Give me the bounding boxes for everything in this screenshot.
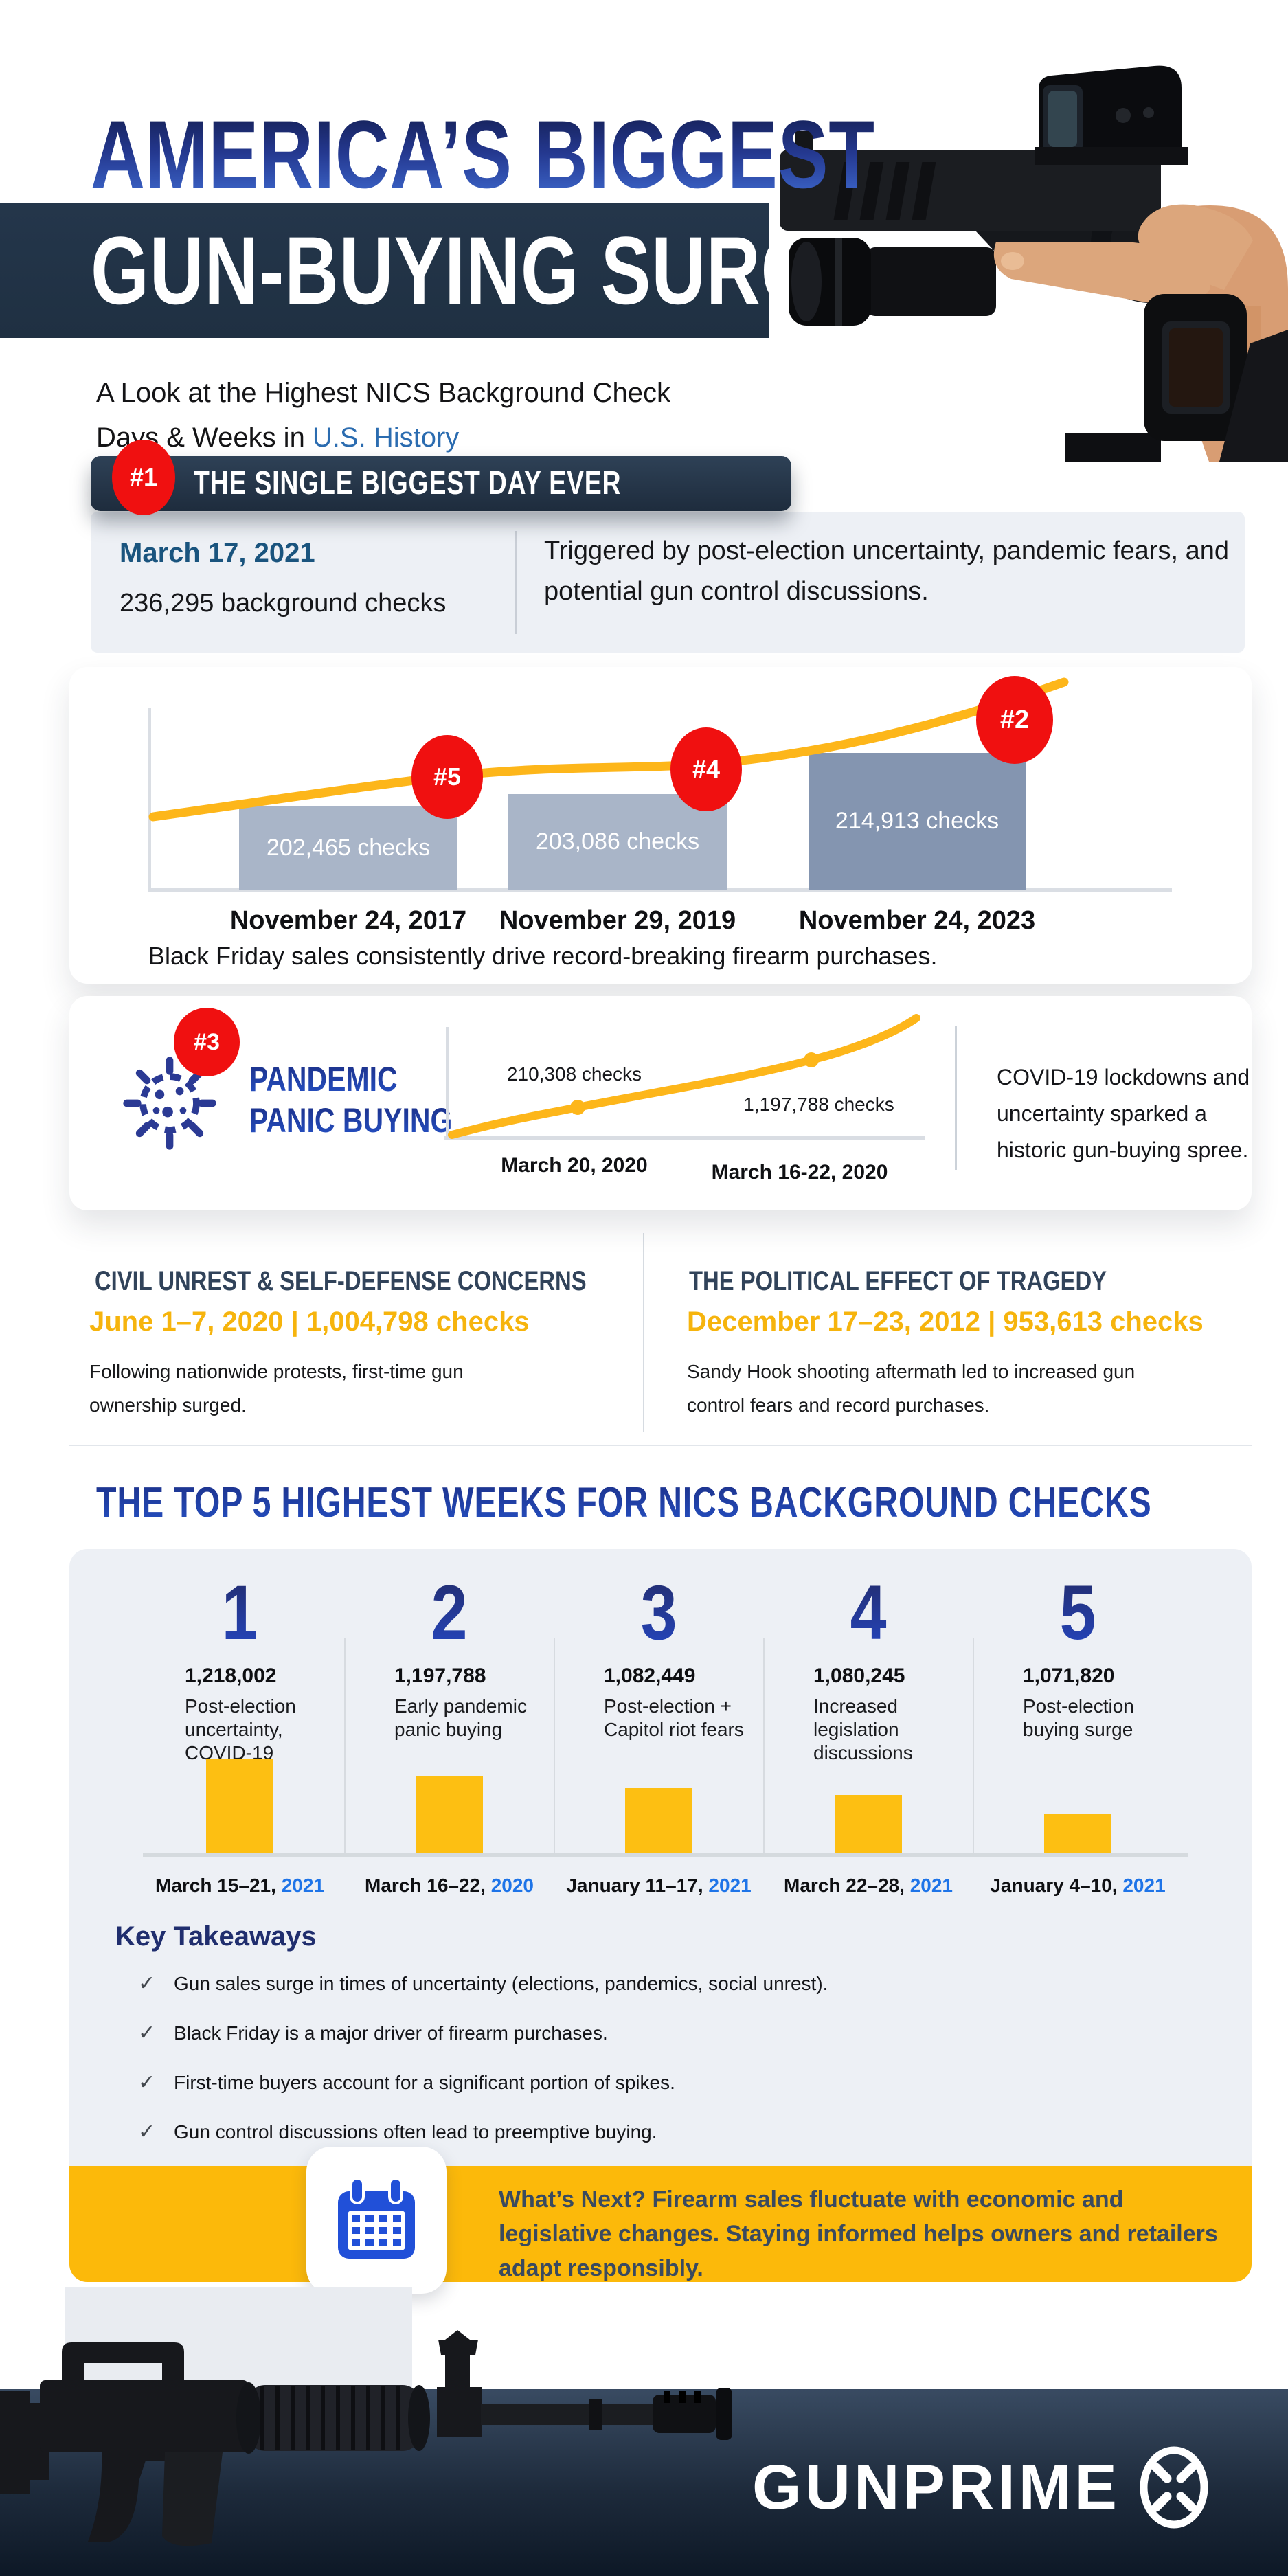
- top5-rank-2: 2: [431, 1570, 468, 1656]
- top5-bar-3: [625, 1788, 692, 1855]
- top5-baseline: [143, 1853, 1188, 1857]
- bf-date-2023: November 24, 2023: [798, 906, 1036, 935]
- top5-label-1: Post-election uncertainty, COVID-19: [185, 1695, 296, 1763]
- pandemic-title-line2: PANIC BUYING: [249, 1101, 453, 1140]
- top5-bar-2: [416, 1776, 483, 1855]
- pandemic-divider: [955, 1026, 957, 1170]
- pandemic-point1-value: 210,308 checks: [506, 1063, 642, 1085]
- section1-card: March 17, 2021 236,295 background checks…: [91, 512, 1245, 653]
- top5-rank-1: 1: [221, 1570, 258, 1656]
- bf-y-axis: [148, 708, 151, 890]
- page-subtitle: A Look at the Highest NICS Background Ch…: [96, 371, 670, 460]
- check-icon: ✓: [138, 2121, 156, 2143]
- takeaway-item-3: ✓ First-time buyers account for a signifi…: [138, 2071, 675, 2094]
- top5-label-2: Early pandemic panic buying: [394, 1695, 527, 1740]
- section-divider-line: [69, 1445, 1252, 1446]
- brand-x-icon: [1140, 2446, 1208, 2529]
- check-icon: ✓: [138, 2071, 156, 2094]
- bf-caption: Black Friday sales consistently drive re…: [148, 942, 938, 970]
- event1-description: Following nationwide protests, first-tim…: [89, 1361, 464, 1416]
- rank-badge-4: #4: [670, 727, 742, 811]
- brand-logo: GUNPRIME: [752, 2445, 1212, 2529]
- rifle-photo: [0, 2322, 769, 2576]
- top5-date-3: January 11–17, 2021: [566, 1875, 752, 1896]
- whats-next-text: What’s Next? Firearm sales fluctuate wit…: [499, 2187, 1218, 2281]
- top5-value-1: 1,218,002: [185, 1664, 277, 1687]
- event2-description: Sandy Hook shooting aftermath led to inc…: [687, 1361, 1136, 1416]
- event1-stat: June 1–7, 2020 | 1,004,798 checks: [89, 1307, 530, 1337]
- top5-label-3: Post-election + Capitol riot fears: [604, 1695, 744, 1740]
- black-friday-chart-card: 202,465 checks 203,086 checks 214,913 ch…: [69, 667, 1252, 984]
- main-title-line1: AMERICA’S BIGGEST: [91, 100, 875, 208]
- pandemic-card: #3 PANDEMIC PANIC BUYING 210,308 checks: [69, 996, 1252, 1210]
- subtitle-line1: A Look at the Highest NICS Background Ch…: [96, 378, 671, 408]
- bf-trendline: [148, 677, 1069, 822]
- rank-badge-1: #1: [112, 440, 175, 515]
- bf-date-2017: November 24, 2017: [229, 906, 467, 935]
- top5-value-4: 1,080,245: [813, 1664, 905, 1687]
- top5-bar-5: [1044, 1814, 1111, 1855]
- pandemic-point2-date: March 16-22, 2020: [711, 1161, 888, 1184]
- rifle-photo-backdrop: [65, 2287, 412, 2388]
- section1-description: Triggered by post-election uncertainty, …: [544, 536, 1229, 606]
- top5-rank-3: 3: [640, 1570, 677, 1656]
- pandemic-description: COVID-19 lockdowns and uncertainty spark…: [997, 1065, 1250, 1162]
- check-icon: ✓: [138, 1972, 156, 1995]
- rank-badge-3: #3: [174, 1008, 240, 1076]
- rank-badge-5: #5: [411, 735, 483, 819]
- top5-label-4: Increased legislation discussions: [813, 1695, 913, 1763]
- bf-date-2019: November 29, 2019: [499, 906, 736, 935]
- pandemic-point2-value: 1,197,788 checks: [743, 1094, 894, 1115]
- top5-bar-4: [835, 1795, 902, 1855]
- bf-x-axis: [148, 888, 1172, 892]
- top5-date-4: March 22–28, 2021: [784, 1875, 953, 1896]
- top5-divider-1: [344, 1638, 346, 1855]
- top5-heading: THE TOP 5 HIGHEST WEEKS FOR NICS BACKGRO…: [96, 1479, 1152, 1526]
- takeaways-heading: Key Takeaways: [115, 1921, 317, 1952]
- section1-date: March 17, 2021: [120, 538, 315, 568]
- rifle-illustration: [0, 2330, 732, 2546]
- top5-date-2: March 16–22, 2020: [365, 1875, 534, 1896]
- section1-ribbon-title: THE SINGLE BIGGEST DAY EVER: [194, 465, 622, 501]
- pistol-illustration: [780, 65, 1288, 462]
- bf-bar-2017: 202,465 checks: [239, 806, 457, 890]
- bf-bar-2023: 214,913 checks: [809, 753, 1026, 890]
- top5-label-5: Post-election buying surge: [1023, 1695, 1134, 1740]
- top5-date-5: January 4–10, 2021: [990, 1875, 1166, 1896]
- whats-next-banner: [69, 2166, 1252, 2282]
- event2-stat: December 17–23, 2012 | 953,613 checks: [687, 1307, 1204, 1337]
- top5-card: 1 2 3 4 5 1,218,002 1,197,788 1,082,449 …: [69, 1549, 1252, 2294]
- section1-divider: [515, 531, 517, 634]
- takeaway-item-2: ✓ Black Friday is a major driver of firea…: [138, 2022, 608, 2044]
- pandemic-point1-date: March 20, 2020: [501, 1154, 648, 1177]
- check-icon: ✓: [138, 2022, 156, 2044]
- events-divider: [643, 1233, 644, 1432]
- bf-bar-2019: 203,086 checks: [508, 794, 727, 890]
- takeaway-item-4: ✓ Gun control discussions often lead to p…: [138, 2121, 657, 2143]
- top5-divider-3: [763, 1638, 765, 1855]
- event2-title: THE POLITICAL EFFECT OF TRAGEDY: [689, 1266, 1107, 1296]
- takeaway-item-1: ✓ Gun sales surge in times of uncertainty…: [138, 1972, 828, 1995]
- pistol-photo: [769, 0, 1288, 462]
- section1-ribbon: THE SINGLE BIGGEST DAY EVER: [91, 456, 791, 511]
- rank-badge-2: #2: [976, 676, 1053, 764]
- top5-value-3: 1,082,449: [604, 1664, 696, 1687]
- pandemic-title-line1: PANDEMIC: [249, 1060, 398, 1098]
- event1-title: CIVIL UNREST & SELF-DEFENSE CONCERNS: [95, 1266, 587, 1296]
- top5-divider-4: [973, 1638, 974, 1855]
- top5-divider-2: [554, 1638, 555, 1855]
- calendar-icon: [338, 2177, 415, 2259]
- brand-name: GUNPRIME: [752, 2452, 1120, 2522]
- calendar-card: [306, 2147, 447, 2294]
- pandemic-line-chart: [444, 1014, 925, 1140]
- top5-date-1: March 15–21, 2021: [155, 1875, 324, 1896]
- subtitle-highlight: U.S. History: [312, 422, 460, 453]
- top5-bar-1: [206, 1759, 273, 1855]
- top5-value-2: 1,197,788: [394, 1664, 486, 1687]
- top5-rank-4: 4: [850, 1570, 887, 1656]
- top5-value-5: 1,071,820: [1023, 1664, 1115, 1687]
- top5-rank-5: 5: [1059, 1570, 1096, 1656]
- section1-value: 236,295 background checks: [120, 589, 447, 618]
